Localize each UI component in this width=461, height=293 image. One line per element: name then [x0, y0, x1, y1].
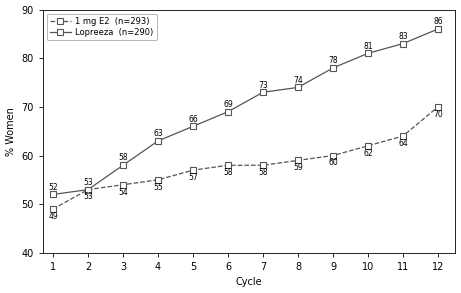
- 1 mg E2  (n=293): [260, 163, 266, 167]
- Lopreeza  (n=290): [435, 27, 441, 31]
- Line: 1 mg E2  (n=293): 1 mg E2 (n=293): [50, 104, 441, 212]
- Lopreeza  (n=290): [155, 139, 161, 143]
- Lopreeza  (n=290): [50, 193, 56, 196]
- 1 mg E2  (n=293): [295, 159, 301, 162]
- Legend: 1 mg E2  (n=293), Lopreeza  (n=290): 1 mg E2 (n=293), Lopreeza (n=290): [47, 14, 157, 40]
- Text: 58: 58: [118, 154, 128, 163]
- Text: 63: 63: [153, 129, 163, 138]
- Text: 64: 64: [398, 139, 408, 148]
- Text: 55: 55: [153, 183, 163, 192]
- X-axis label: Cycle: Cycle: [236, 277, 262, 287]
- Text: 70: 70: [433, 110, 443, 119]
- Line: Lopreeza  (n=290): Lopreeza (n=290): [50, 26, 441, 197]
- Text: 66: 66: [188, 115, 198, 124]
- Lopreeza  (n=290): [120, 163, 126, 167]
- 1 mg E2  (n=293): [190, 168, 196, 172]
- Lopreeza  (n=290): [190, 125, 196, 128]
- Text: 78: 78: [328, 56, 338, 65]
- Lopreeza  (n=290): [365, 52, 371, 55]
- 1 mg E2  (n=293): [85, 188, 91, 191]
- Text: 53: 53: [83, 193, 93, 201]
- Text: 59: 59: [293, 163, 303, 172]
- Text: 81: 81: [363, 42, 372, 51]
- 1 mg E2  (n=293): [330, 154, 336, 157]
- Text: 49: 49: [48, 212, 58, 221]
- Text: 86: 86: [433, 17, 443, 26]
- Text: 54: 54: [118, 188, 128, 197]
- Lopreeza  (n=290): [260, 91, 266, 94]
- Text: 60: 60: [328, 158, 338, 167]
- 1 mg E2  (n=293): [225, 163, 231, 167]
- Text: 73: 73: [258, 81, 268, 89]
- 1 mg E2  (n=293): [365, 144, 371, 148]
- 1 mg E2  (n=293): [400, 134, 406, 138]
- 1 mg E2  (n=293): [155, 178, 161, 182]
- Text: 83: 83: [398, 32, 408, 41]
- Lopreeza  (n=290): [85, 188, 91, 191]
- Text: 52: 52: [48, 183, 58, 192]
- 1 mg E2  (n=293): [50, 207, 56, 211]
- Text: 53: 53: [83, 178, 93, 187]
- 1 mg E2  (n=293): [120, 183, 126, 186]
- Y-axis label: % Women: % Women: [6, 107, 16, 156]
- Lopreeza  (n=290): [295, 86, 301, 89]
- Text: 58: 58: [258, 168, 268, 177]
- Text: 74: 74: [293, 76, 303, 85]
- 1 mg E2  (n=293): [435, 105, 441, 109]
- Lopreeza  (n=290): [330, 66, 336, 70]
- Lopreeza  (n=290): [225, 110, 231, 113]
- Text: 58: 58: [223, 168, 233, 177]
- Lopreeza  (n=290): [400, 42, 406, 45]
- Text: 69: 69: [223, 100, 233, 109]
- Text: 57: 57: [188, 173, 198, 182]
- Text: 62: 62: [363, 149, 373, 158]
